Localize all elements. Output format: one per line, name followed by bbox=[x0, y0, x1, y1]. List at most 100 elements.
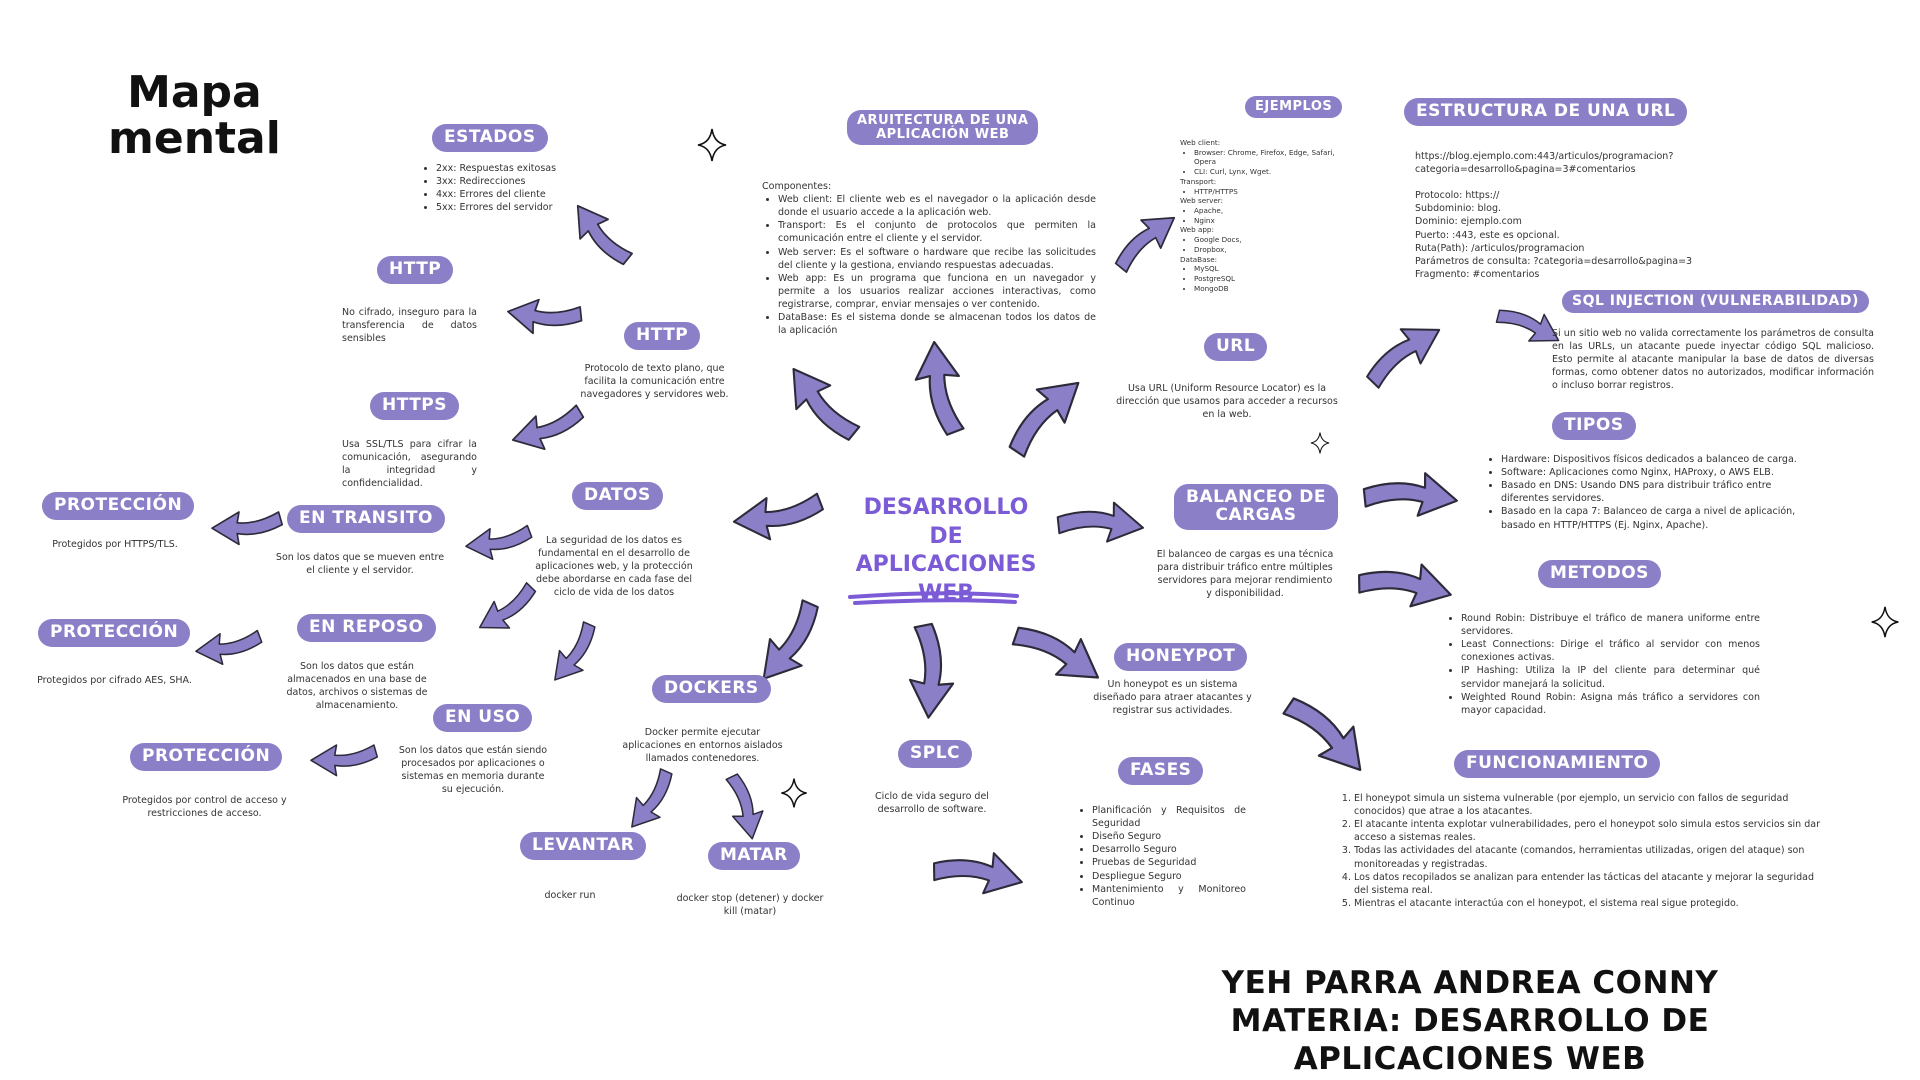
arrow-icon bbox=[991, 365, 1094, 461]
estructura-part: Protocolo: https:// bbox=[1415, 190, 1500, 202]
arrow-icon bbox=[1353, 548, 1458, 617]
fases-item: Despliegue Seguro bbox=[1092, 870, 1246, 883]
tipos-list: Hardware: Dispositivos físicos dedicados… bbox=[1485, 453, 1805, 532]
ejemplos-group-title: Web client: bbox=[1180, 138, 1221, 147]
arrow-icon bbox=[724, 770, 769, 843]
sparkle-icon bbox=[780, 777, 808, 809]
ejemplos-group-title: Web server: bbox=[1180, 196, 1224, 206]
funcionamiento-label: FUNCIONAMIENTO bbox=[1454, 750, 1661, 778]
en-reposo-text: Son los datos que están almacenados en u… bbox=[286, 661, 428, 712]
ejemplos-item: Google Docs, bbox=[1194, 235, 1350, 245]
estructura-part: Parámetros de consulta: ?categoria=desar… bbox=[1415, 255, 1693, 267]
estructura-example: https://blog.ejemplo.com:443/articulos/p… bbox=[1415, 151, 1674, 162]
matar-label: MATAR bbox=[708, 842, 800, 870]
en-reposo-label: EN REPOSO bbox=[297, 614, 436, 642]
ejemplos-item: HTTP/HTTPS bbox=[1194, 187, 1350, 197]
ejemplos-label: EJEMPLOS bbox=[1245, 96, 1343, 118]
tipos-item: Hardware: Dispositivos físicos dedicados… bbox=[1501, 453, 1805, 466]
balanceo-label: BALANCEO DE CARGAS bbox=[1174, 484, 1339, 530]
estructura-part: Dominio: ejemplo.com bbox=[1415, 216, 1522, 228]
honeypot-label: HONEYPOT bbox=[1114, 643, 1248, 671]
en-uso-label: EN USO bbox=[433, 704, 533, 732]
balanceo-label-line1: BALANCEO DE bbox=[1186, 487, 1327, 507]
sql-injection-label: SQL INJECTION (VULNERABILIDAD) bbox=[1562, 290, 1869, 313]
ejemplos-item: Apache, bbox=[1194, 206, 1350, 216]
estructura-part: Ruta(Path): /articulos/programacion bbox=[1415, 242, 1585, 254]
page-title: Mapa mental bbox=[108, 67, 281, 162]
estructura-example: categoria=desarrollo&pagina=3#comentario… bbox=[1415, 164, 1636, 176]
https-text: Usa SSL/TLS para cifrar la comunicación,… bbox=[342, 439, 477, 490]
estructura-part: Fragmento: #comentarios bbox=[1415, 268, 1540, 280]
arquitectura-text: Componentes: Web client: El cliente web … bbox=[762, 180, 1096, 337]
metodos-item: Least Connections: Dirige el tráfico al … bbox=[1461, 638, 1760, 664]
funcionamiento-item: El atacante intenta explotar vulnerabili… bbox=[1354, 818, 1828, 844]
arrow-icon bbox=[905, 621, 960, 721]
proteccion-reposo-text: Protegidos por cifrado AES, SHA. bbox=[37, 675, 192, 686]
balanceo-text: El balanceo de cargas es una técnica par… bbox=[1156, 549, 1334, 600]
fases-list: Planificación y Requisitos de Seguridad … bbox=[1076, 804, 1246, 909]
fases-item: Desarrollo Seguro bbox=[1092, 843, 1246, 856]
ejemplos-item: CLI: Curl, Lynx, Wget. bbox=[1194, 167, 1350, 177]
arquitectura-item: Transport: Es el conjunto de protocolos … bbox=[778, 219, 1096, 245]
ejemplos-group-title: DataBase: bbox=[1180, 254, 1218, 264]
dockers-text: Docker permite ejecutar aplicaciones en … bbox=[622, 727, 783, 765]
funcionamiento-item: Todas las actividades del atacante (coma… bbox=[1354, 844, 1828, 870]
tipos-item: Software: Aplicaciones como Nginx, HAPro… bbox=[1501, 466, 1805, 479]
arrow-icon bbox=[1359, 462, 1462, 524]
center-line1: DESARROLLO DE bbox=[863, 495, 1029, 549]
fases-item: Mantenimiento y Monitoreo Continuo bbox=[1092, 883, 1246, 909]
estados-item: 3xx: Redirecciones bbox=[436, 175, 570, 188]
estados-item: 2xx: Respuestas exitosas bbox=[436, 162, 570, 175]
arquitectura-intro: Componentes: bbox=[762, 181, 832, 192]
arquitectura-item: Web client: El cliente web es el navegad… bbox=[778, 193, 1096, 219]
proteccion-transito-label: PROTECCIÓN bbox=[42, 492, 195, 520]
estructura-part: Subdominio: blog. bbox=[1415, 203, 1502, 215]
http-text: Protocolo de texto plano, que facilita l… bbox=[580, 363, 729, 401]
honeypot-text: Un honeypot es un sistema diseñado para … bbox=[1093, 679, 1252, 717]
url-label: URL bbox=[1204, 333, 1268, 361]
arrow-icon bbox=[507, 403, 590, 458]
sparkle-icon bbox=[1310, 432, 1330, 454]
arrow-icon bbox=[1054, 492, 1148, 549]
arrow-icon bbox=[211, 511, 284, 546]
metodos-item: Weighted Round Robin: Asigna más tráfico… bbox=[1461, 691, 1760, 717]
en-uso-text: Son los datos que están siendo procesado… bbox=[398, 745, 548, 796]
arrow-icon bbox=[542, 618, 610, 691]
datos-label: DATOS bbox=[572, 482, 663, 510]
proteccion-transito-text: Protegidos por HTTPS/TLS. bbox=[52, 539, 178, 550]
fases-item: Diseño Seguro bbox=[1092, 830, 1246, 843]
http-label: HTTP bbox=[624, 322, 701, 350]
funcionamiento-item: Mientras el atacante interactúa con el h… bbox=[1354, 897, 1828, 910]
sparkle-icon bbox=[1870, 606, 1900, 638]
arquitectura-label-line2: APLICACIÓN WEB bbox=[876, 126, 1010, 142]
center-line3: WEB bbox=[917, 580, 975, 606]
proteccion-uso-text: Protegidos por control de acceso y restr… bbox=[122, 795, 287, 820]
author-name: YEH PARRA ANDREA CONNY bbox=[1221, 965, 1719, 1001]
estados-list: 2xx: Respuestas exitosas 3xx: Redireccio… bbox=[420, 162, 570, 214]
ejemplos-list: Web client: Browser: Chrome, Firefox, Ed… bbox=[1180, 138, 1350, 294]
author-footer: YEH PARRA ANDREA CONNY MATERIA: DESARROL… bbox=[1100, 965, 1840, 1078]
sql-injection-text: Si un sitio web no valida correctamente … bbox=[1552, 328, 1874, 392]
balanceo-label-line2: CARGAS bbox=[1215, 504, 1297, 525]
sparkle-icon bbox=[697, 128, 727, 162]
tipos-item: Basado en la capa 7: Balanceo de carga a… bbox=[1501, 505, 1805, 531]
arquitectura-item: Web server: Es el software o hardware qu… bbox=[778, 246, 1096, 272]
proteccion-reposo-label: PROTECCIÓN bbox=[38, 619, 191, 647]
page-title-line1: Mapa bbox=[127, 67, 262, 118]
center-underline bbox=[848, 591, 1019, 605]
funcionamiento-item: Los datos recopilados se analizan para e… bbox=[1354, 871, 1828, 897]
funcionamiento-item: El honeypot simula un sistema vulnerable… bbox=[1354, 792, 1828, 818]
levantar-label: LEVANTAR bbox=[520, 832, 647, 860]
arquitectura-item: Web app: Es un programa que funciona en … bbox=[778, 272, 1096, 311]
dockers-label: DOCKERS bbox=[652, 675, 771, 703]
funcionamiento-list: El honeypot simula un sistema vulnerable… bbox=[1338, 792, 1828, 910]
ejemplos-group-title: Web app: bbox=[1180, 225, 1214, 235]
arrow-icon bbox=[562, 195, 636, 278]
arrow-icon bbox=[928, 837, 1029, 904]
ejemplos-item: Nginx bbox=[1194, 216, 1350, 226]
metodos-item: IP Hashing: Utiliza la IP del cliente pa… bbox=[1461, 664, 1760, 690]
fases-item: Pruebas de Seguridad bbox=[1092, 856, 1246, 869]
estados-item: 4xx: Errores del cliente bbox=[436, 188, 570, 201]
http-insecure-label: HTTP bbox=[377, 256, 454, 284]
http-insecure-text: No cifrado, inseguro para la transferenc… bbox=[342, 307, 477, 345]
